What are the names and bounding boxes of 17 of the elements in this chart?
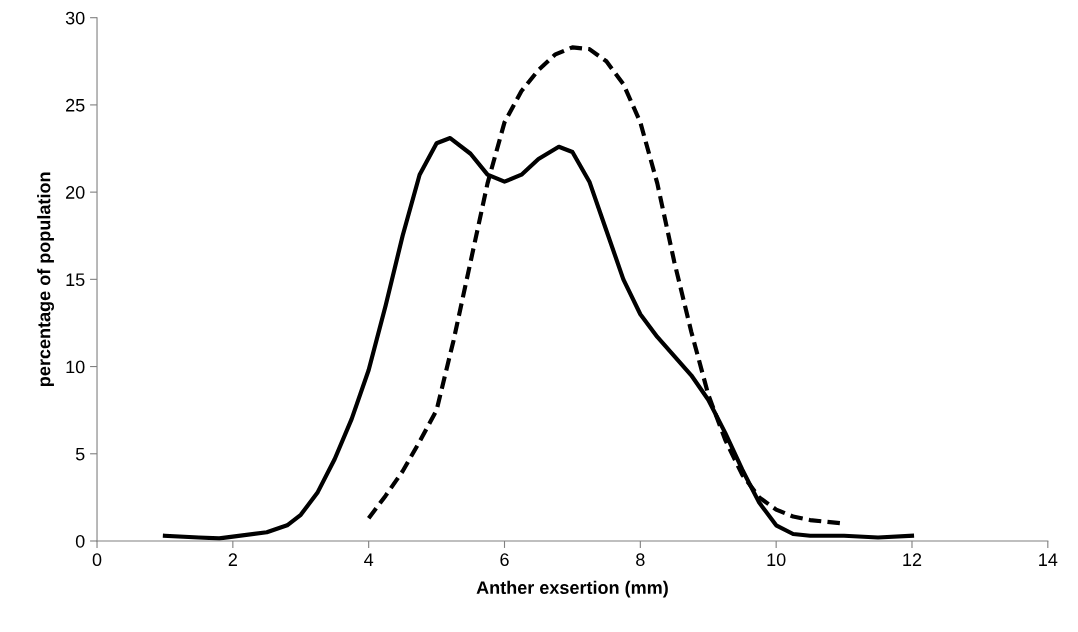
y-tick-label: 10 — [66, 360, 85, 374]
x-tick-label: 12 — [903, 553, 922, 566]
x-tick-label: 0 — [92, 553, 102, 567]
x-axis-title: Anther exsertion (mm) — [476, 580, 668, 598]
x-tick-label: 4 — [364, 553, 374, 566]
x-tick-label: 8 — [636, 553, 645, 567]
y-tick-label: 5 — [75, 447, 85, 461]
y-tick-label: 30 — [65, 11, 85, 25]
y-tick-label: 20 — [66, 186, 85, 199]
y-tick-label: 15 — [66, 273, 85, 287]
y-tick-label: 0 — [75, 534, 85, 548]
x-tick-label: 2 — [228, 553, 237, 566]
x-tick-label: 14 — [1039, 553, 1058, 566]
x-tick-label: 10 — [767, 553, 786, 567]
y-tick-label: 25 — [66, 98, 85, 112]
x-tick-label: 6 — [500, 553, 509, 567]
y-axis-title: percentage of population — [37, 172, 55, 386]
